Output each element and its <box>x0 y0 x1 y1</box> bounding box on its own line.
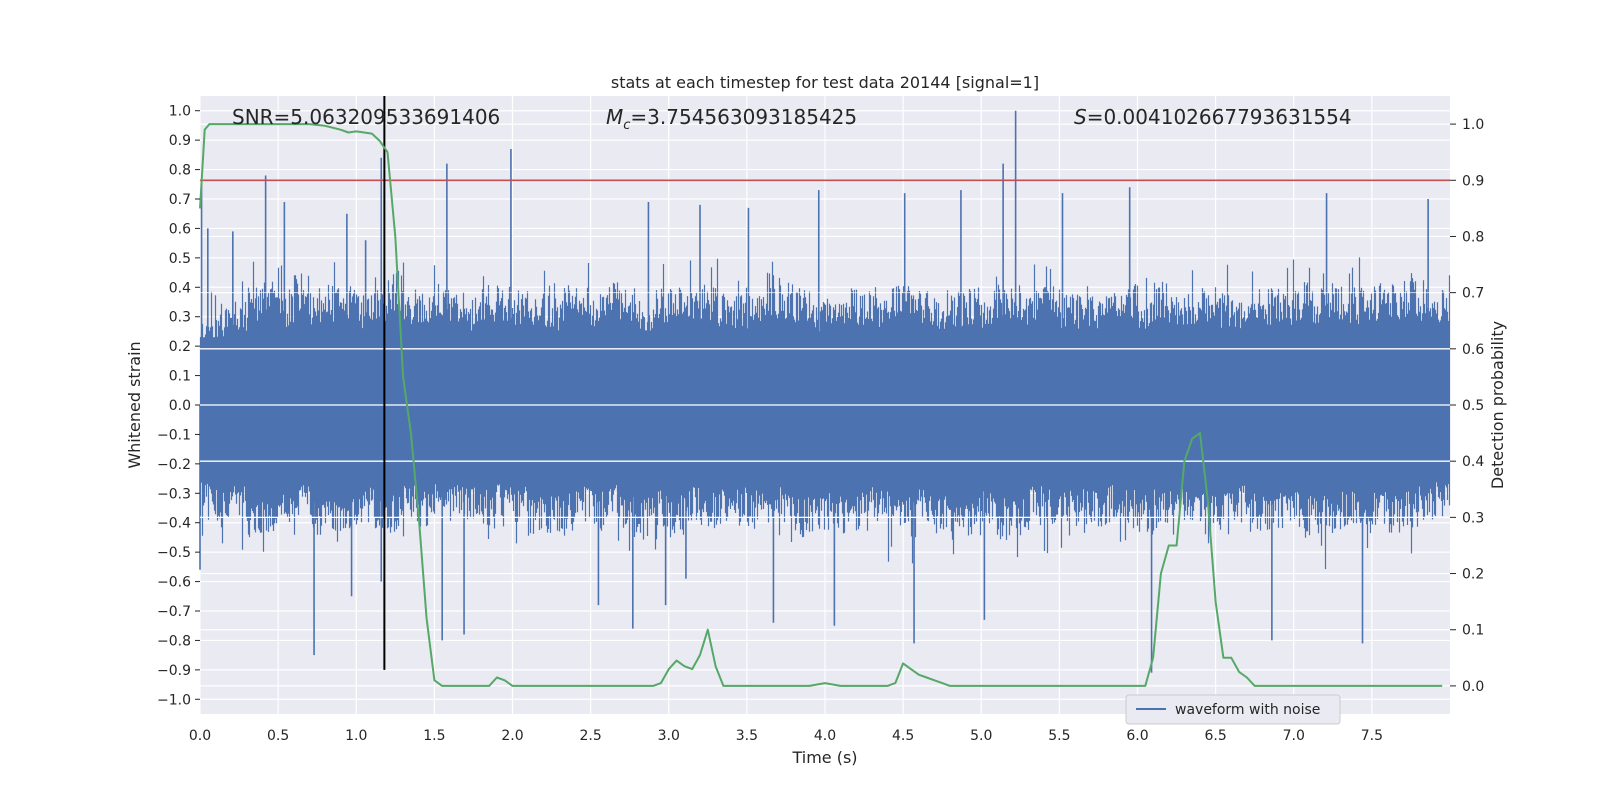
chirp-mass-value: =3.754563093185425 <box>630 105 857 129</box>
y-right-tick-label: 0.4 <box>1462 454 1484 470</box>
y-left-tick-label: 0.4 <box>169 280 191 296</box>
s-symbol: S <box>1074 105 1087 129</box>
x-tick-label: 1.0 <box>345 728 367 744</box>
y-left-tick-label: 1.0 <box>169 104 191 120</box>
snr-annotation: SNR=5.063209533691406 <box>232 105 500 129</box>
chirp-mass-annotation: Mc=3.754563093185425 <box>606 105 857 133</box>
x-tick-label: 0.0 <box>189 728 211 744</box>
chart-marks <box>199 96 1451 687</box>
y-left-tick-label: −0.2 <box>157 457 191 473</box>
legend-box <box>1125 694 1341 725</box>
tick-labels: 0.0 0.5 1.0 1.5 2.0 2.5 3.0 3.5 4.0 4.5 5.0 5.5 6.0 6… <box>157 104 1484 744</box>
y-left-tick-label: −0.8 <box>157 633 191 649</box>
y-right-tick-label: 1.0 <box>1462 117 1484 133</box>
y-right-tick-label: 0.0 <box>1462 679 1484 695</box>
y-left-tick-label: −0.6 <box>157 575 191 591</box>
x-tick-label: 0.5 <box>267 728 289 744</box>
y-left-tick-label: 0.0 <box>169 398 191 414</box>
y-right-tick-label: 0.9 <box>1462 173 1484 189</box>
legend: waveform with noise <box>1125 694 1341 725</box>
y-left-tick-label: 0.9 <box>169 133 191 149</box>
x-axis-label: Time (s) <box>791 748 857 767</box>
s-annotation: S=0.004102667793631554 <box>1074 105 1352 129</box>
x-tick-label: 6.0 <box>1126 728 1148 744</box>
x-tick-label: 6.5 <box>1204 728 1226 744</box>
x-tick-label: 4.0 <box>814 728 836 744</box>
y-left-tick-label: 0.8 <box>169 163 191 179</box>
y-left-tick-label: −1.0 <box>157 692 191 708</box>
x-tick-label: 5.0 <box>970 728 992 744</box>
detection-probability-line <box>199 123 1443 687</box>
y-right-tick-label: 0.5 <box>1462 398 1484 414</box>
x-tick-label: 5.5 <box>1048 728 1070 744</box>
y-left-tick-label: 0.1 <box>169 369 191 385</box>
y-left-tick-label: 0.7 <box>169 192 191 208</box>
y-left-tick-label: −0.1 <box>157 427 191 443</box>
y-right-tick-label: 0.1 <box>1462 623 1484 639</box>
x-tick-label: 7.5 <box>1361 728 1383 744</box>
y-left-tick-label: −0.7 <box>157 604 191 620</box>
chirp-mass-subscript: c <box>623 118 630 133</box>
x-tick-label: 7.0 <box>1283 728 1305 744</box>
y-left-tick-label: 0.6 <box>169 221 191 237</box>
y-left-tick-label: −0.3 <box>157 486 191 502</box>
y-left-tick-label: 0.5 <box>169 251 191 267</box>
y-right-tick-label: 0.3 <box>1462 510 1484 526</box>
y-right-tick-label: 0.8 <box>1462 229 1484 245</box>
x-tick-label: 3.5 <box>736 728 758 744</box>
s-value: =0.004102667793631554 <box>1087 105 1352 129</box>
x-tick-label: 1.5 <box>423 728 445 744</box>
y-right-tick-label: 0.2 <box>1462 567 1484 583</box>
y-axis-label-right: Detection probability <box>1488 321 1507 489</box>
y-left-tick-label: −0.4 <box>157 516 191 532</box>
y-axis-label-left: Whitened strain <box>125 341 144 468</box>
y-left-tick-label: −0.5 <box>157 545 191 561</box>
chirp-mass-symbol: M <box>606 105 623 129</box>
x-tick-label: 2.5 <box>579 728 601 744</box>
legend-label-waveform: waveform with noise <box>1175 702 1320 718</box>
y-left-tick-label: 0.3 <box>169 310 191 326</box>
x-tick-label: 2.0 <box>501 728 523 744</box>
y-left-tick-label: −0.9 <box>157 663 191 679</box>
y-right-tick-label: 0.6 <box>1462 342 1484 358</box>
y-right-tick-label: 0.7 <box>1462 286 1484 302</box>
x-tick-label: 4.5 <box>892 728 914 744</box>
chart-title: stats at each timestep for test data 201… <box>611 73 1039 92</box>
x-tick-label: 3.0 <box>658 728 680 744</box>
y-left-tick-label: 0.2 <box>169 339 191 355</box>
